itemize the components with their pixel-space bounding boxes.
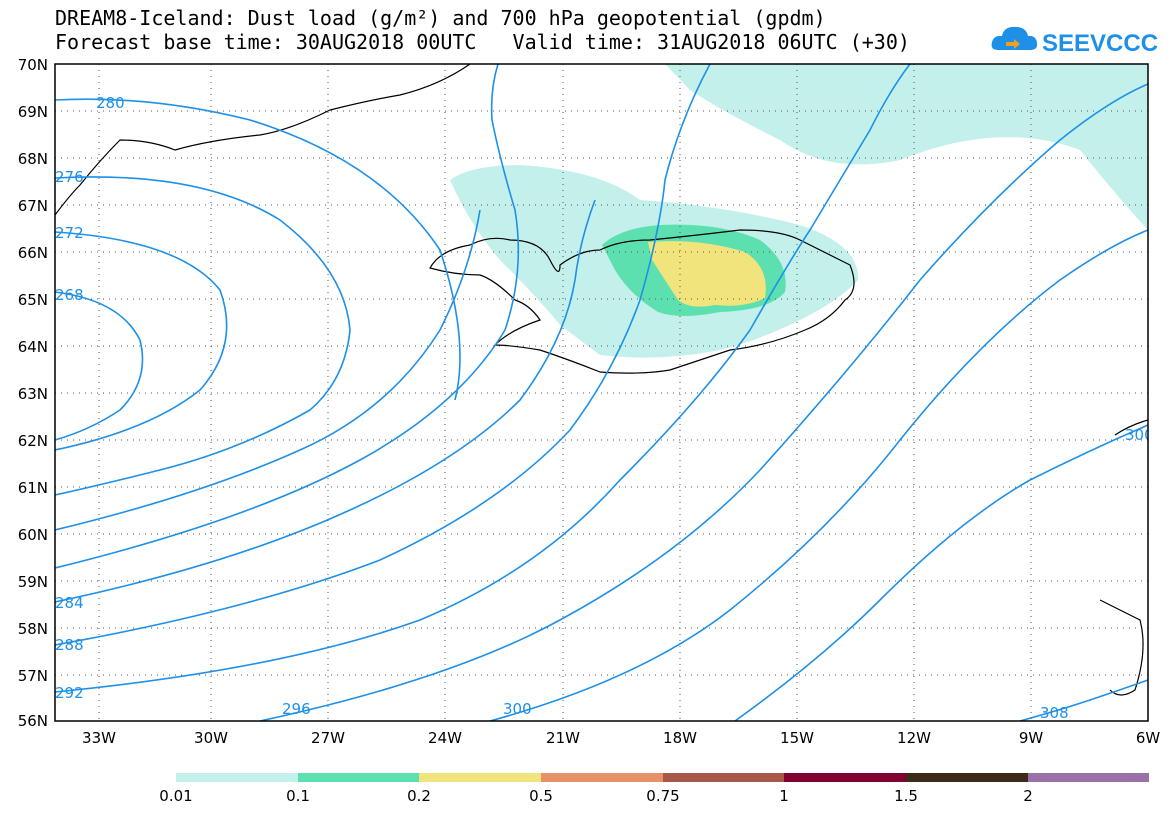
contour-label: 300: [503, 700, 532, 718]
contour-label: 308: [1040, 704, 1069, 722]
legend-label: 0.1: [286, 787, 310, 805]
contour-label: 284: [55, 594, 84, 612]
lat-label: 64N: [18, 338, 48, 356]
longitude-labels: 33W 30W 27W 24W 21W 18W 15W 12W 9W 6W: [82, 729, 1160, 747]
dust-region-north: [665, 64, 1148, 230]
legend: 0.01 0.1 0.2 0.5 0.75 1 1.5 2: [159, 773, 1149, 805]
lat-label: 67N: [18, 197, 48, 215]
lat-label: 56N: [18, 712, 48, 730]
legend-swatch: [419, 773, 541, 782]
lat-label: 58N: [18, 620, 48, 638]
contour-label: 268: [55, 286, 84, 304]
legend-swatch: [663, 773, 784, 782]
contour-label: 292: [55, 684, 84, 702]
lat-label: 59N: [18, 573, 48, 591]
contour-label: 300: [1125, 426, 1154, 444]
lat-label: 62N: [18, 432, 48, 450]
latitude-labels: 70N 69N 68N 67N 66N 65N 64N 63N 62N 61N …: [18, 56, 48, 730]
legend-label: 0.5: [529, 787, 553, 805]
cloud-logo-icon: [991, 26, 1038, 50]
chart-subtitle: Forecast base time: 30AUG2018 00UTC Vali…: [55, 30, 910, 54]
map-area: 280 276 272 268 284 288 292 296 300 308 …: [55, 64, 1154, 722]
graticule: [55, 64, 1148, 721]
map-frame: [54, 63, 1149, 722]
contour-labels: 280 276 272 268 284 288 292 296 300 308 …: [55, 94, 1154, 722]
contour-label: 296: [282, 700, 311, 718]
legend-swatch: [784, 773, 906, 782]
lat-label: 66N: [18, 244, 48, 262]
lat-label: 57N: [18, 667, 48, 685]
lon-label: 6W: [1136, 729, 1161, 747]
lon-label: 12W: [897, 729, 931, 747]
legend-swatch: [541, 773, 663, 782]
lon-label: 15W: [780, 729, 814, 747]
lon-label: 33W: [82, 729, 116, 747]
legend-swatch: [176, 773, 298, 782]
lon-label: 21W: [546, 729, 580, 747]
lon-label: 18W: [663, 729, 697, 747]
dust-region-high: [648, 241, 766, 307]
legend-label: 0.75: [646, 787, 679, 805]
lat-label: 65N: [18, 291, 48, 309]
contour-label: 276: [55, 168, 84, 186]
lon-label: 27W: [311, 729, 345, 747]
legend-swatch: [1028, 773, 1149, 782]
lat-label: 63N: [18, 385, 48, 403]
logo-text: SEEVCCC: [1042, 30, 1158, 57]
lat-label: 68N: [18, 150, 48, 168]
legend-swatch: [298, 773, 419, 782]
legend-swatch: [906, 773, 1028, 782]
lat-label: 69N: [18, 103, 48, 121]
legend-label: 1.5: [894, 787, 918, 805]
lon-label: 24W: [428, 729, 462, 747]
legend-label: 2: [1023, 787, 1033, 805]
geopotential-contours: [55, 64, 1148, 721]
contour-label: 288: [55, 636, 84, 654]
lat-label: 60N: [18, 526, 48, 544]
legend-label: 0.2: [407, 787, 431, 805]
legend-label: 0.01: [159, 787, 192, 805]
chart-title: DREAM8-Iceland: Dust load (g/m²) and 700…: [55, 6, 826, 30]
contour-label: 280: [96, 94, 125, 112]
legend-label: 1: [779, 787, 789, 805]
contour-label: 272: [55, 224, 84, 242]
lon-label: 9W: [1019, 729, 1044, 747]
lat-label: 70N: [18, 56, 48, 74]
coastline: [55, 64, 1148, 696]
logo: SEEVCCC: [991, 26, 1158, 57]
lon-label: 30W: [194, 729, 228, 747]
lat-label: 61N: [18, 479, 48, 497]
